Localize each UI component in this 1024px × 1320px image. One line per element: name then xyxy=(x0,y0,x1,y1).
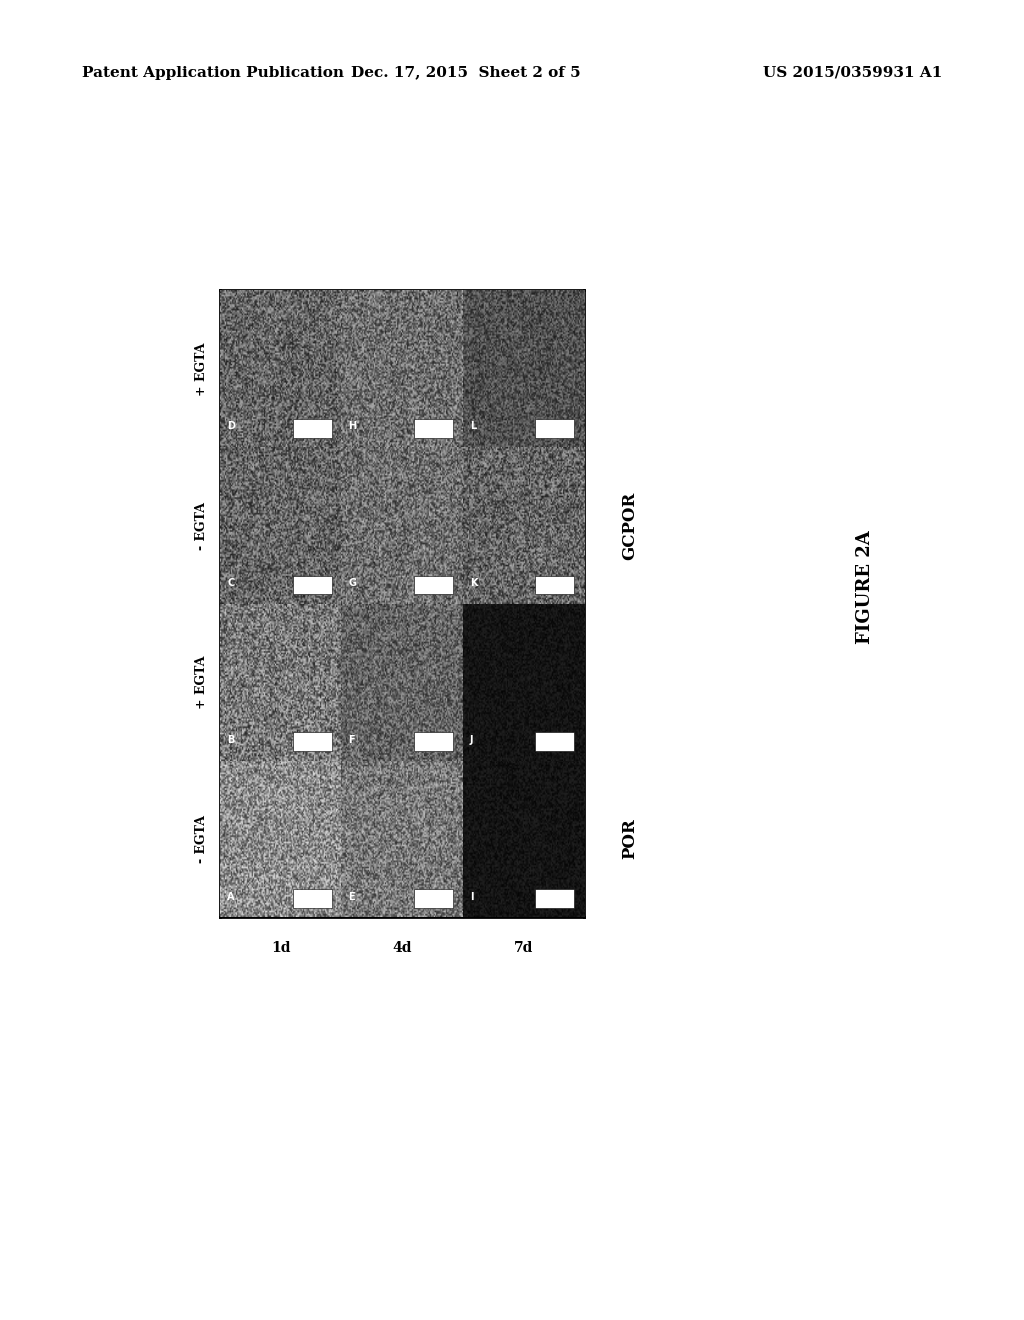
Bar xyxy=(293,733,332,751)
Text: 100μm: 100μm xyxy=(546,582,563,587)
Text: 100μm: 100μm xyxy=(303,739,321,744)
Text: FIGURE 2A: FIGURE 2A xyxy=(856,531,874,644)
Text: I: I xyxy=(470,892,473,902)
Text: US 2015/0359931 A1: US 2015/0359931 A1 xyxy=(763,66,942,79)
Text: 100μm: 100μm xyxy=(546,896,563,902)
Bar xyxy=(414,733,453,751)
Bar xyxy=(536,733,574,751)
Bar xyxy=(414,418,453,438)
Text: 4d: 4d xyxy=(392,941,412,956)
Text: D: D xyxy=(227,421,236,432)
Text: - EGTA: - EGTA xyxy=(195,814,208,863)
Bar xyxy=(414,890,453,908)
Bar xyxy=(536,576,574,594)
Text: F: F xyxy=(348,735,355,744)
Text: GCPOR: GCPOR xyxy=(622,491,638,560)
Text: E: E xyxy=(348,892,355,902)
Bar xyxy=(293,576,332,594)
Text: H: H xyxy=(348,421,356,432)
Text: 100μm: 100μm xyxy=(546,739,563,744)
Bar xyxy=(536,890,574,908)
Bar xyxy=(536,418,574,438)
Text: K: K xyxy=(470,578,477,589)
Text: G: G xyxy=(348,578,356,589)
Bar xyxy=(414,576,453,594)
Text: L: L xyxy=(470,421,476,432)
Text: 100μm: 100μm xyxy=(425,582,442,587)
Bar xyxy=(293,890,332,908)
Text: 100μm: 100μm xyxy=(425,739,442,744)
Bar xyxy=(293,418,332,438)
Text: - EGTA: - EGTA xyxy=(195,502,208,549)
Text: 100μm: 100μm xyxy=(303,896,321,902)
Text: + EGTA: + EGTA xyxy=(195,656,208,709)
Text: C: C xyxy=(227,578,234,589)
Text: 1d: 1d xyxy=(271,941,291,956)
Text: + EGTA: + EGTA xyxy=(195,342,208,396)
Text: Patent Application Publication: Patent Application Publication xyxy=(82,66,344,79)
Text: 100μm: 100μm xyxy=(425,426,442,430)
Text: POR: POR xyxy=(622,818,638,859)
Text: Dec. 17, 2015  Sheet 2 of 5: Dec. 17, 2015 Sheet 2 of 5 xyxy=(351,66,581,79)
Text: A: A xyxy=(227,892,234,902)
Text: 100μm: 100μm xyxy=(303,582,321,587)
Text: 7d: 7d xyxy=(513,941,532,956)
Text: 100μm: 100μm xyxy=(425,896,442,902)
Text: B: B xyxy=(227,735,234,744)
Text: J: J xyxy=(470,735,473,744)
Text: 100μm: 100μm xyxy=(546,426,563,430)
Text: 100μm: 100μm xyxy=(303,426,321,430)
